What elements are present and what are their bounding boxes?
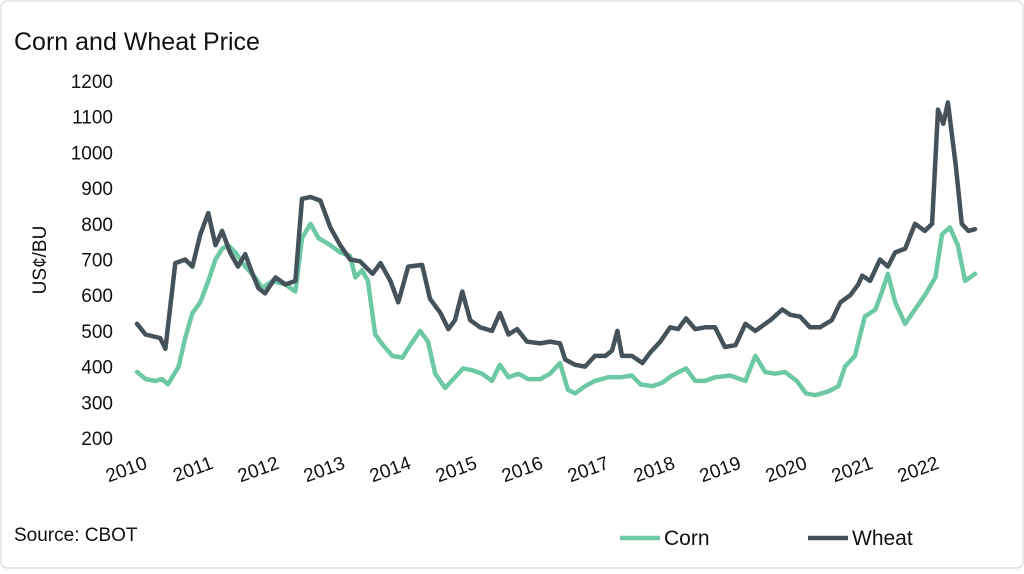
y-tick-label: 1200 xyxy=(71,72,113,93)
y-tick-label: 400 xyxy=(81,358,113,379)
source: Source: CBOT xyxy=(14,525,138,546)
y-tick-label: 900 xyxy=(81,179,113,200)
y-tick-label: 200 xyxy=(81,429,113,450)
y-tick-label: 700 xyxy=(81,251,113,272)
y-tick-label: 800 xyxy=(81,215,113,236)
y-tick-label: 1000 xyxy=(71,143,113,164)
chart-title: Corn and Wheat Price xyxy=(14,28,260,56)
y-tick-label: 500 xyxy=(81,322,113,343)
line-series xyxy=(134,100,978,369)
y-tick-label: 300 xyxy=(81,393,113,414)
legend-label: Wheat xyxy=(852,527,913,550)
legend-label: Corn xyxy=(664,527,710,550)
y-tick-label: 1100 xyxy=(72,108,113,129)
y-axis-label: US¢/BU xyxy=(30,226,51,295)
y-tick-label: 600 xyxy=(81,286,113,307)
